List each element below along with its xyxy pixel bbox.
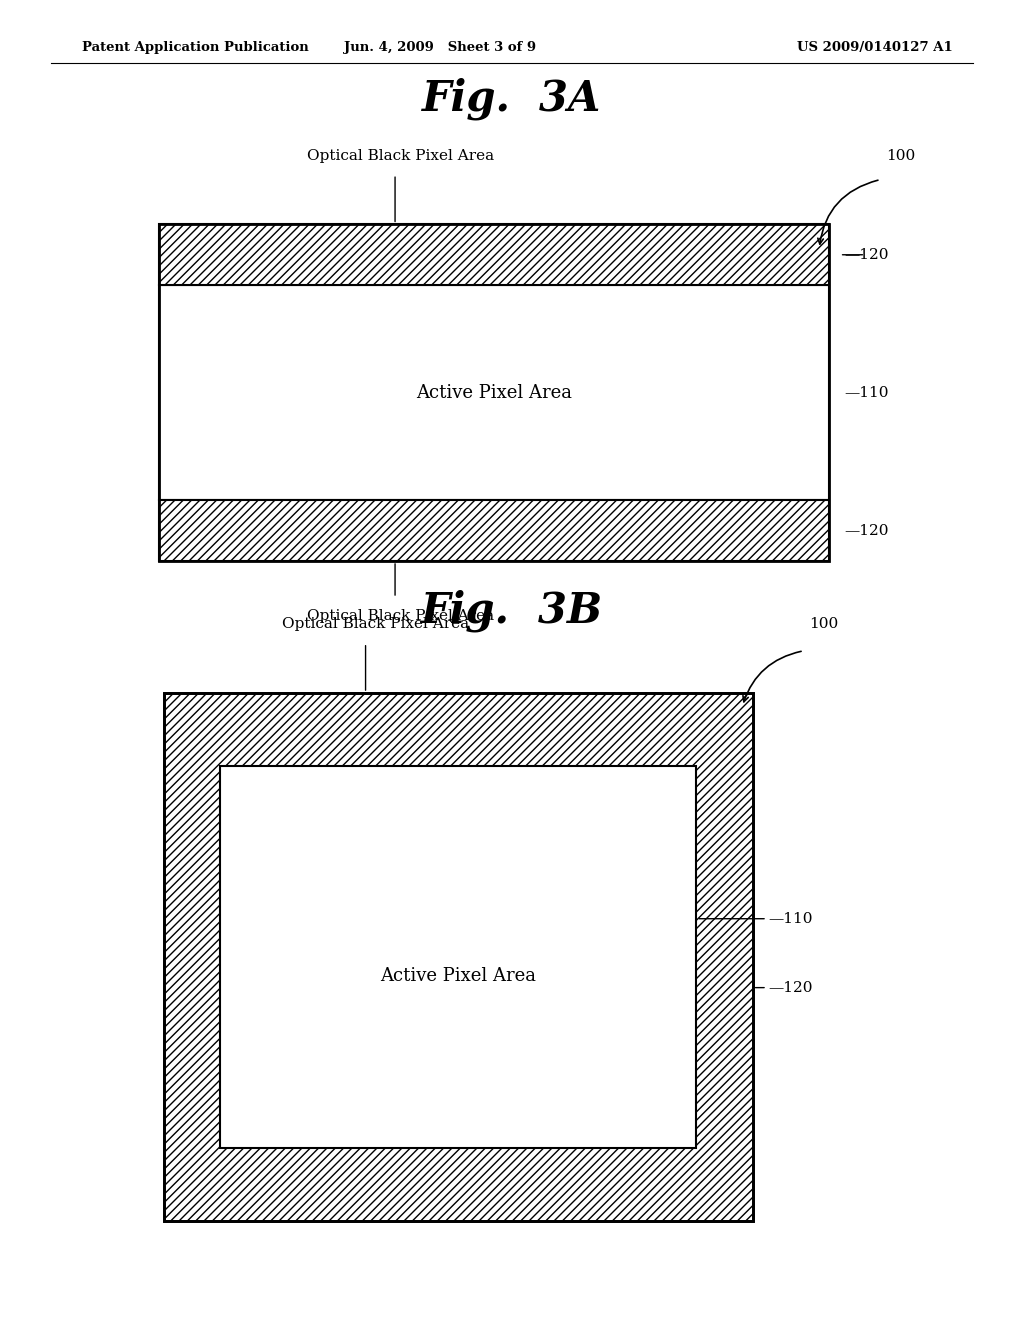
Text: —110: —110 bbox=[768, 912, 812, 925]
Text: Fig.  3A: Fig. 3A bbox=[422, 78, 602, 120]
Bar bbox=[159, 500, 829, 561]
Bar bbox=[164, 693, 753, 1221]
Text: Jun. 4, 2009   Sheet 3 of 9: Jun. 4, 2009 Sheet 3 of 9 bbox=[344, 41, 537, 54]
Text: —120: —120 bbox=[845, 524, 889, 537]
Text: 100: 100 bbox=[886, 149, 915, 162]
Text: Optical Black Pixel Area: Optical Black Pixel Area bbox=[283, 618, 469, 631]
Text: 100: 100 bbox=[809, 618, 839, 631]
Text: —120: —120 bbox=[768, 981, 812, 995]
Text: —120: —120 bbox=[845, 248, 889, 261]
Text: Patent Application Publication: Patent Application Publication bbox=[82, 41, 308, 54]
Bar bbox=[164, 693, 753, 1221]
Text: US 2009/0140127 A1: US 2009/0140127 A1 bbox=[797, 41, 952, 54]
Text: Optical Black Pixel Area: Optical Black Pixel Area bbox=[306, 149, 494, 162]
Bar bbox=[159, 224, 829, 285]
Bar bbox=[159, 285, 829, 500]
Text: Optical Black Pixel Area: Optical Black Pixel Area bbox=[306, 610, 494, 623]
Text: Active Pixel Area: Active Pixel Area bbox=[380, 968, 537, 985]
Text: —110: —110 bbox=[845, 385, 889, 400]
Text: Active Pixel Area: Active Pixel Area bbox=[416, 384, 572, 401]
Bar bbox=[159, 224, 829, 561]
Text: Fig.  3B: Fig. 3B bbox=[421, 590, 603, 632]
Bar bbox=[220, 766, 696, 1148]
